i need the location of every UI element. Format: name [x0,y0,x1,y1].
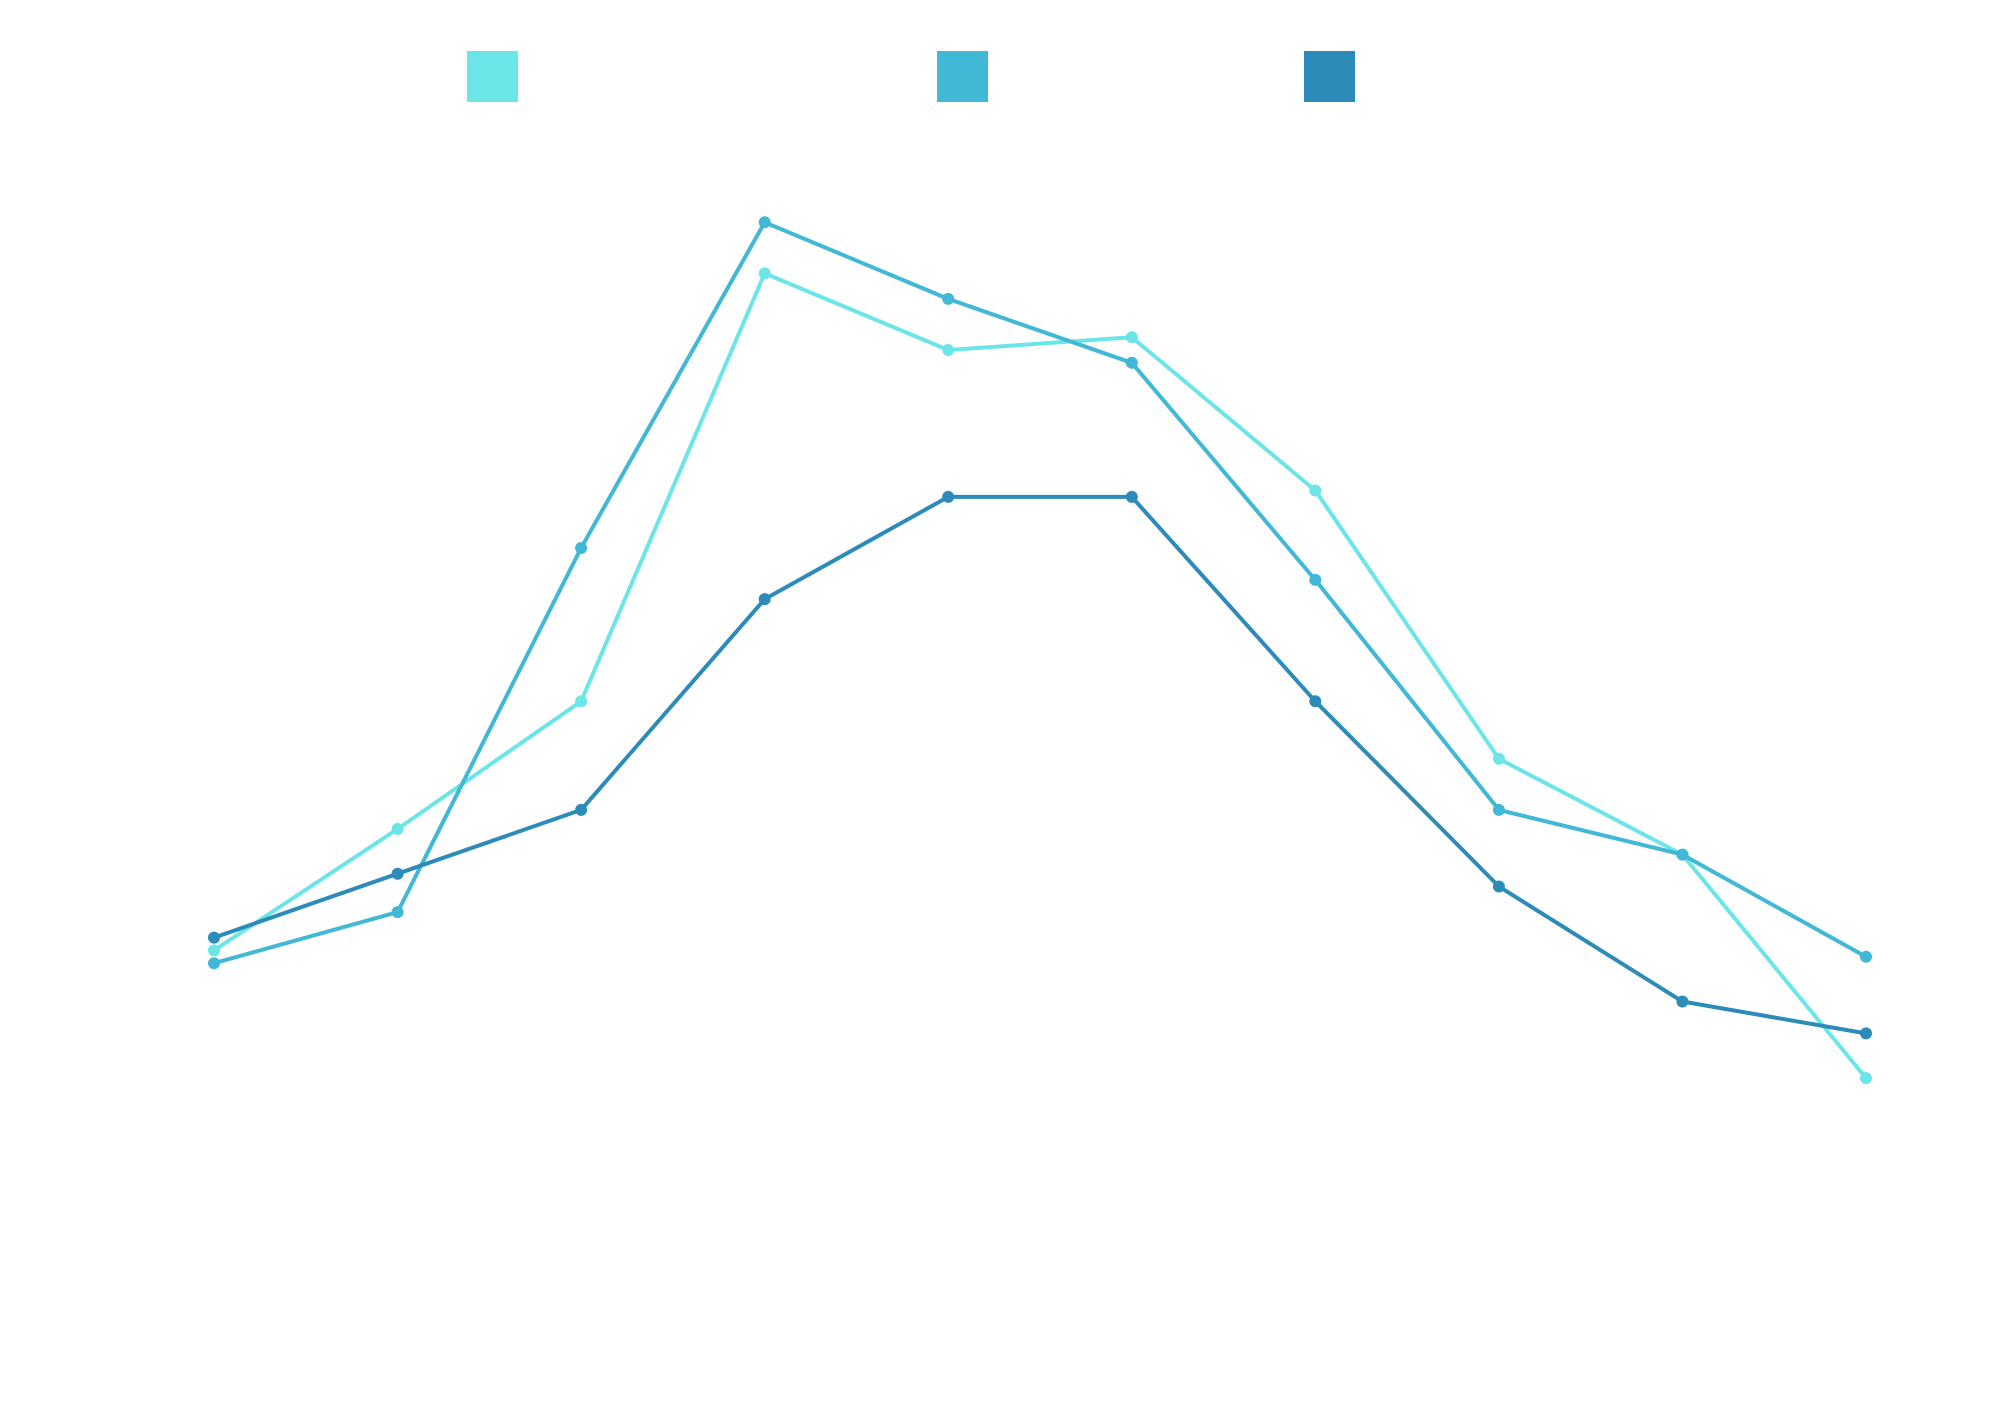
series-2-point [575,542,588,554]
legend-swatch-1 [467,51,518,102]
series-3-point [942,490,955,503]
series-1-point [208,944,220,957]
series-3-point [1125,490,1138,503]
series-3-point [391,867,404,880]
series-1-point [758,267,771,280]
series-1-line [212,271,1868,1080]
series-2-point [1309,573,1322,586]
plot-area [208,216,1872,1085]
series-3-point [1860,1027,1872,1040]
series-3-line [213,494,1867,1036]
series-1-point [1309,484,1322,497]
legend-swatch-3 [1304,51,1355,102]
series-1-point [1492,752,1505,765]
series-1-point [1860,1072,1872,1085]
series-3-point [575,803,588,816]
series-3-point [758,593,771,606]
series-1-point [391,823,404,835]
series-1 [208,267,1872,1085]
series-2-point [391,906,404,919]
legend-swatch-2 [937,51,988,102]
series-3-point [1676,995,1689,1008]
series-1-point [1125,331,1138,344]
series-3-point [208,931,220,944]
series-2-point [758,216,771,229]
series-2-point [1676,848,1689,861]
series-2-point [1492,803,1505,816]
series-1-point [575,695,588,708]
series-2-point [1860,950,1872,963]
legend [467,51,1355,102]
series-2-point [942,292,955,305]
series-2 [208,216,1872,970]
series-2-point [208,957,220,970]
series-2-line [213,220,1867,966]
series-1-point [942,344,955,356]
series-3 [208,490,1872,1040]
series-3-point [1309,695,1322,708]
series-3-point [1492,880,1505,893]
series-2-point [1125,356,1138,369]
